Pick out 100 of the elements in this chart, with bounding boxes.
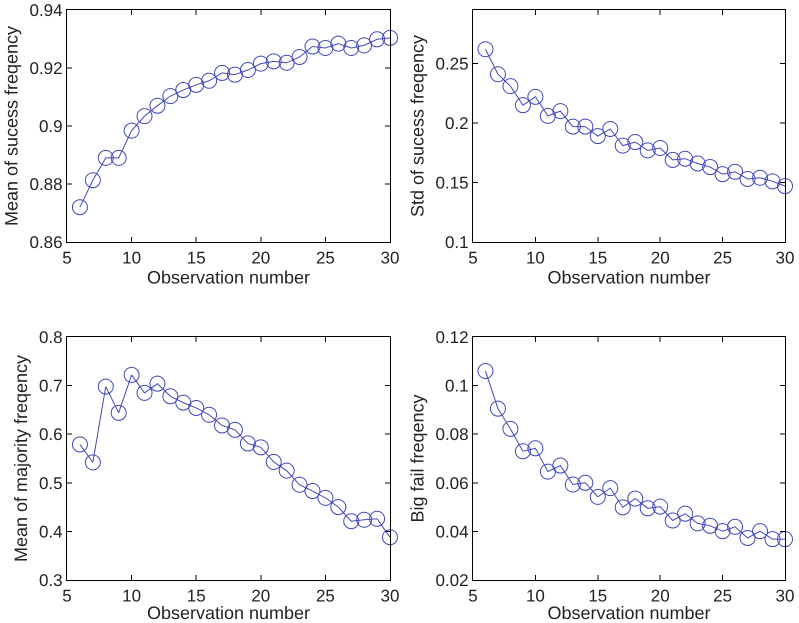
y-axis-title: Std of sucess freqency [408, 34, 428, 218]
point [677, 150, 694, 167]
y-tick-label: 0.6 [38, 425, 63, 444]
point [356, 512, 372, 528]
point [162, 88, 178, 104]
point [266, 53, 282, 70]
y-axis-title: Mean of sucess freqency [2, 26, 22, 226]
y-tick-label: 0.5 [38, 474, 63, 493]
point [356, 37, 372, 54]
y-tick-label: 0.92 [30, 58, 63, 78]
point [226, 422, 243, 438]
x-tick-label: 20 [251, 248, 270, 268]
point [343, 513, 360, 530]
point [777, 178, 793, 194]
y-tick-label: 0.7 [38, 376, 63, 396]
point [292, 476, 308, 493]
x-tick-label: 30 [776, 248, 794, 268]
point [777, 531, 793, 548]
point [252, 56, 269, 72]
point [714, 166, 731, 182]
point [540, 464, 556, 480]
x-tick-label: 5 [62, 586, 72, 606]
point [690, 155, 706, 172]
point [552, 103, 568, 120]
point [84, 454, 101, 470]
point [564, 118, 581, 135]
point [702, 518, 718, 534]
point [514, 443, 531, 460]
y-tick-label: 0.3 [38, 570, 63, 590]
y-tick-label: 0.86 [30, 232, 63, 252]
x-tick-label: 20 [251, 586, 270, 606]
point [98, 150, 114, 166]
point [490, 66, 506, 82]
point [727, 518, 744, 535]
point [602, 480, 618, 496]
x-tick-label: 5 [62, 248, 72, 268]
point [764, 173, 781, 190]
point [110, 150, 127, 166]
point [72, 199, 88, 216]
y-tick-label: 0.06 [436, 474, 469, 493]
point [752, 170, 768, 186]
x-tick-label: 20 [650, 248, 670, 268]
y-tick-label: 0.15 [436, 173, 469, 192]
point [175, 82, 192, 98]
y-tick-label: 0.8 [38, 328, 63, 347]
x-tick-label: 20 [650, 586, 670, 606]
point [214, 417, 230, 434]
point [690, 515, 706, 532]
point [477, 41, 494, 58]
point [602, 120, 618, 137]
point [382, 529, 398, 546]
point [304, 38, 320, 55]
point [714, 523, 731, 540]
point [652, 498, 668, 515]
x-tick-label: 15 [186, 248, 206, 268]
point [627, 490, 644, 507]
point [188, 400, 204, 416]
y-tick-label: 0.4 [38, 522, 63, 542]
y-tick-label: 0.04 [436, 522, 469, 542]
x-tick-label: 30 [380, 248, 400, 268]
point [740, 530, 756, 546]
point [149, 376, 166, 392]
point [502, 420, 518, 437]
point [640, 142, 656, 158]
point [527, 88, 544, 105]
x-tick-label: 15 [186, 586, 206, 606]
x-tick-label: 10 [526, 248, 545, 268]
point [124, 366, 140, 383]
y-tick-label: 0.2 [444, 114, 469, 133]
point [614, 138, 631, 154]
point [490, 400, 506, 417]
point [72, 436, 88, 452]
point [764, 531, 781, 548]
point [317, 490, 334, 506]
point [240, 435, 256, 452]
x-tick-label: 30 [380, 586, 400, 606]
point [752, 523, 768, 540]
point [278, 54, 295, 71]
point [577, 474, 594, 491]
point [136, 384, 153, 401]
point [627, 134, 644, 150]
point [590, 488, 606, 505]
point [369, 510, 386, 527]
x-tick-label: 25 [316, 586, 335, 606]
point [252, 439, 269, 456]
y-tick-label: 0.02 [436, 570, 469, 590]
x-axis-title: Observation number [146, 603, 310, 623]
point [369, 31, 386, 48]
point [214, 64, 230, 81]
point [124, 122, 140, 139]
point [317, 40, 334, 56]
point [727, 164, 744, 180]
x-tick-label: 25 [713, 248, 732, 268]
x-tick-label: 5 [468, 248, 478, 268]
point [664, 512, 681, 528]
point [266, 454, 282, 470]
y-tick-label: 0.9 [38, 116, 63, 136]
point [278, 462, 295, 479]
point [330, 499, 346, 516]
point [577, 118, 594, 135]
